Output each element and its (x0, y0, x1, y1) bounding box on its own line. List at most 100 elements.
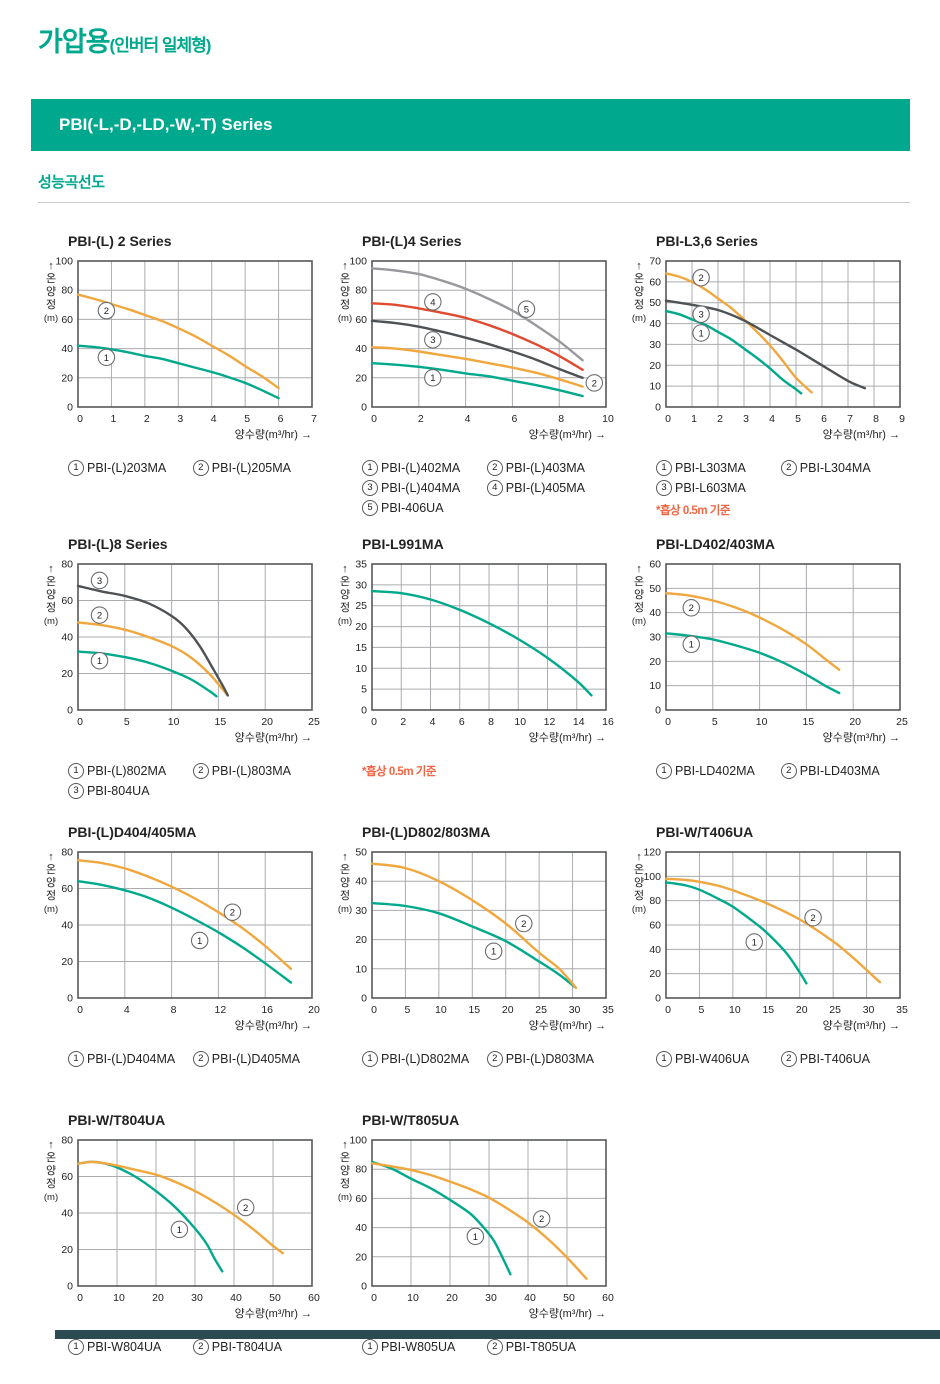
svg-text:1: 1 (491, 947, 496, 958)
legend-label: PBI-T406UA (799, 1052, 870, 1066)
legend-item: 2 PBI-LD403MA (780, 763, 906, 779)
y-axis-label: (m) (632, 616, 646, 627)
svg-text:120: 120 (643, 847, 661, 859)
legend-number-circle: 1 (68, 763, 84, 779)
svg-text:10: 10 (729, 1004, 741, 1016)
svg-text:80: 80 (61, 559, 73, 571)
legend-label: PBI-(L)D404MA (87, 1052, 176, 1066)
legend-item: 1 PBI-(L)D802MA (362, 1051, 487, 1067)
svg-text:80: 80 (649, 895, 661, 907)
y-axis-label: 온 (340, 1151, 350, 1164)
curve-number-label: 3 (90, 571, 109, 590)
legend-label: PBI-W804UA (87, 1340, 162, 1354)
curve-number-label: 2 (804, 908, 822, 927)
svg-text:2: 2 (418, 413, 424, 425)
legend-label: PBI-(L)403MA (505, 461, 585, 475)
svg-text:20: 20 (649, 360, 661, 372)
svg-text:6: 6 (511, 413, 517, 425)
legend-number-circle: 3 (68, 783, 84, 799)
svg-text:0: 0 (67, 402, 73, 414)
chart-legend: 1 PBI-(L)203MA 2 PBI-(L)205MA (68, 460, 328, 480)
performance-chart: PBI-(L) 2 Series 0 20 40 60 80 100 0 1 2 3 4 5 6 7 ↑ 온 양 정… (38, 233, 328, 520)
y-axis-label: 정 (340, 298, 350, 311)
svg-text:30: 30 (355, 579, 367, 591)
legend-number-circle: 1 (362, 460, 378, 476)
svg-text:7: 7 (311, 413, 317, 425)
svg-text:20: 20 (355, 372, 367, 384)
curve-number-label: 3 (692, 305, 710, 323)
svg-text:40: 40 (355, 876, 367, 888)
y-axis-label: 양 (634, 588, 644, 601)
chart-plot: 0 20 40 60 80 100 120 0 5 10 15 20 25 30 35 ↑온양정 (m) 양수량(… (632, 847, 908, 1033)
legend-number-circle: 2 (192, 763, 209, 779)
svg-text:0: 0 (655, 402, 661, 414)
legend-label: PBI-(L)205MA (211, 461, 291, 475)
curve-number-label: 1 (424, 369, 442, 387)
svg-text:2: 2 (810, 913, 815, 924)
svg-text:0: 0 (371, 716, 377, 728)
legend-number-circle: 2 (192, 1339, 209, 1355)
y-axis-label: ↑ (48, 563, 54, 575)
x-axis-label: 양수량(m³/hr) → (235, 428, 312, 441)
svg-text:10: 10 (168, 716, 180, 728)
chart-title: PBI-W/T804UA (68, 1112, 166, 1128)
svg-text:0: 0 (67, 1281, 73, 1293)
svg-text:80: 80 (355, 1164, 367, 1176)
legend-number-circle: 1 (656, 1051, 672, 1067)
svg-text:60: 60 (61, 883, 73, 895)
section-title: 성능곡선도 (38, 174, 105, 191)
legend-number-circle: 2 (486, 1339, 503, 1355)
legend-item: 2 PBI-(L)803MA (192, 763, 318, 779)
legend-number-circle: 2 (780, 763, 797, 779)
x-axis-label: 양수량(m³/hr) → (823, 1019, 900, 1032)
performance-chart: PBI-L991MA 0 5 10 15 20 25 30 35 0 2 4 6 8 10 12 14 16 ↑ 온 양… (332, 536, 622, 808)
svg-text:30: 30 (649, 632, 661, 644)
y-axis-label: 양 (340, 1164, 350, 1177)
legend-number-circle: 2 (486, 1051, 503, 1067)
svg-text:20: 20 (261, 716, 273, 728)
charts-grid: PBI-(L) 2 Series 0 20 40 60 80 100 0 1 2 3 4 5 6 7 ↑ 온 양 정… (38, 233, 910, 1384)
svg-text:3: 3 (97, 576, 102, 587)
svg-text:8: 8 (558, 413, 564, 425)
chart-legend: 1 PBI-(L)802MA 2 PBI-(L)803MA 3 PBI-804UA (68, 763, 328, 803)
performance-chart: PBI-(L)D404/405MA 0 20 40 60 80 0 4 8 12 16 20 ↑ 온 양 정(… (38, 824, 328, 1096)
curve-number-label: 1 (466, 1227, 485, 1246)
y-axis-label: 정 (46, 1177, 56, 1190)
y-axis-label: 정 (46, 889, 56, 902)
legend-number-circle: 2 (780, 1051, 797, 1067)
svg-text:40: 40 (649, 318, 661, 330)
legend-number-circle: 4 (486, 480, 503, 496)
svg-text:30: 30 (485, 1292, 497, 1304)
curve-number-label: 2 (532, 1210, 551, 1228)
legend-item: 2 PBI-(L)205MA (192, 460, 318, 476)
y-axis-label: 양 (340, 285, 350, 298)
legend-item: 3 PBI-L603MA (656, 480, 781, 496)
svg-text:60: 60 (355, 1193, 367, 1205)
y-axis-label: 온 (46, 575, 56, 588)
y-axis-label: 양 (340, 876, 350, 889)
y-axis-label: 정 (46, 601, 56, 614)
svg-text:0: 0 (361, 993, 367, 1005)
svg-text:60: 60 (649, 276, 661, 288)
svg-text:40: 40 (61, 632, 73, 644)
y-axis-label: 정 (340, 1177, 350, 1190)
svg-text:4: 4 (769, 413, 775, 425)
chart-plot: 0 10 20 30 40 50 60 0 5 10 15 20 25 ↑온양정 (m) 양수량(m³/hr)… (632, 559, 908, 745)
y-axis-label: (m) (338, 1192, 352, 1203)
svg-text:2: 2 (592, 378, 597, 389)
legend-item: 1 PBI-LD402MA (656, 763, 781, 779)
svg-text:20: 20 (355, 621, 367, 633)
legend-item: 3 PBI-804UA (68, 783, 193, 799)
legend-number-circle: 5 (362, 500, 378, 516)
chart-legend: 1 PBI-(L)402MA 2 PBI-(L)403MA 3 PBI-(L)404MA 4… (362, 460, 622, 520)
svg-text:30: 30 (569, 1004, 581, 1016)
svg-text:7: 7 (847, 413, 853, 425)
svg-text:60: 60 (602, 1292, 614, 1304)
svg-text:2: 2 (539, 1214, 544, 1225)
curve-number-label: 2 (585, 374, 604, 392)
chart-title: PBI-W/T805UA (362, 1112, 460, 1128)
svg-text:20: 20 (849, 716, 861, 728)
curve-number-label: 3 (424, 331, 442, 349)
svg-text:40: 40 (355, 343, 367, 355)
